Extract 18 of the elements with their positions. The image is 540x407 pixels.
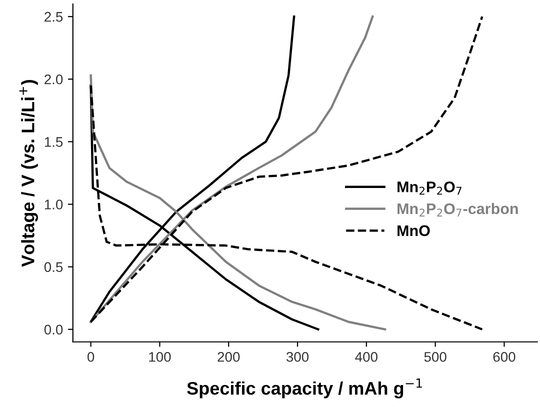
- x-tick-label: 500: [424, 352, 446, 362]
- y-tick-label: 1.5: [44, 137, 63, 147]
- y-tick-label: 2.5: [44, 12, 63, 22]
- x-axis-title: Specific capacity / mAh g$^{−1}$: [187, 378, 422, 398]
- x-tick-label: 100: [149, 352, 171, 362]
- x-tick-label: 400: [355, 352, 378, 362]
- y-tick-label: 0.5: [44, 262, 63, 272]
- legend-label: Mn$_{2}$P$_{2}$O$_{7}$-carbon: [398, 202, 518, 217]
- y-tick-label: 0.0: [44, 324, 63, 335]
- y-tick-label: 2.0: [44, 74, 63, 84]
- y-tick-label: 1.0: [44, 200, 63, 210]
- legend-label: Mn$_{2}$P$_{2}$O$_{7}$: [398, 182, 462, 195]
- legend-label: MnO: [398, 225, 430, 236]
- x-tick-label: 0: [87, 352, 94, 362]
- y-axis-title: Voltage / V (vs. Li/Li$^{+}$): [19, 80, 38, 267]
- x-tick-label: 300: [286, 352, 309, 362]
- x-tick-label: 600: [493, 352, 516, 362]
- x-tick-label: 200: [218, 352, 240, 362]
